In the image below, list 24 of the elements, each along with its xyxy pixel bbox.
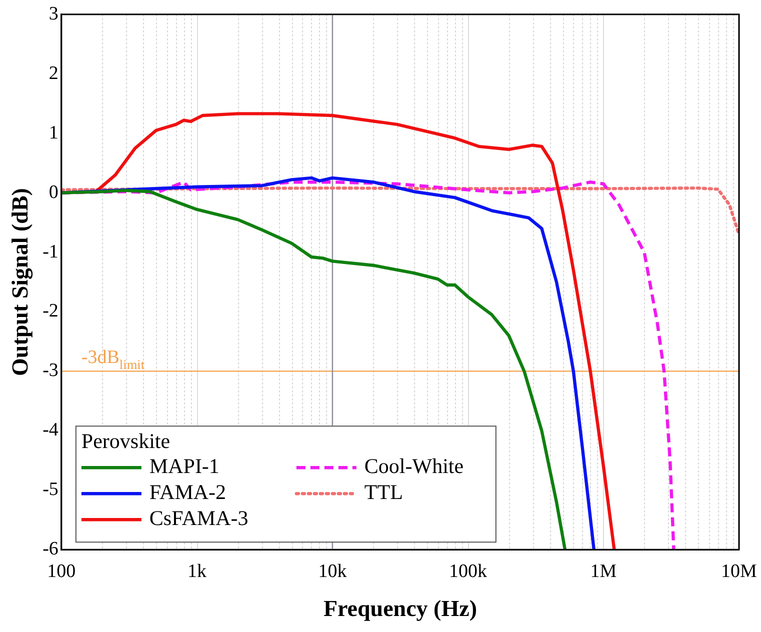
y-tick-label: 0 (48, 182, 58, 203)
x-axis-title: Frequency (Hz) (323, 596, 477, 622)
y-tick-label: -6 (42, 538, 58, 560)
x-tick-label: 10k (318, 560, 348, 582)
y-tick-label: -3 (42, 360, 58, 382)
x-tick-label: 100k (448, 560, 488, 582)
y-tick-label: 2 (48, 62, 58, 84)
y-tick-label: 1 (48, 122, 58, 144)
legend-label: CsFAMA-3 (149, 506, 248, 530)
legend-title: Perovskite (81, 429, 170, 454)
x-tick-label: 1k (187, 560, 207, 582)
y-tick-label: 3 (48, 3, 58, 24)
y-tick-label: -2 (42, 300, 58, 322)
x-tick-label: 100 (47, 560, 76, 582)
legend-label: Cool-White (364, 454, 464, 478)
legend-label: TTL (364, 480, 403, 504)
y-tick-label: -4 (42, 420, 59, 441)
legend-label: MAPI-1 (149, 454, 220, 478)
y-axis-title: Output Signal (dB) (8, 188, 34, 376)
y-tick-label: -5 (42, 479, 58, 500)
x-tick-label: 1M (590, 560, 617, 582)
legend-label: FAMA-2 (149, 480, 226, 504)
x-tick-label: 10M (721, 560, 758, 582)
y-tick-label: -1 (42, 241, 58, 262)
